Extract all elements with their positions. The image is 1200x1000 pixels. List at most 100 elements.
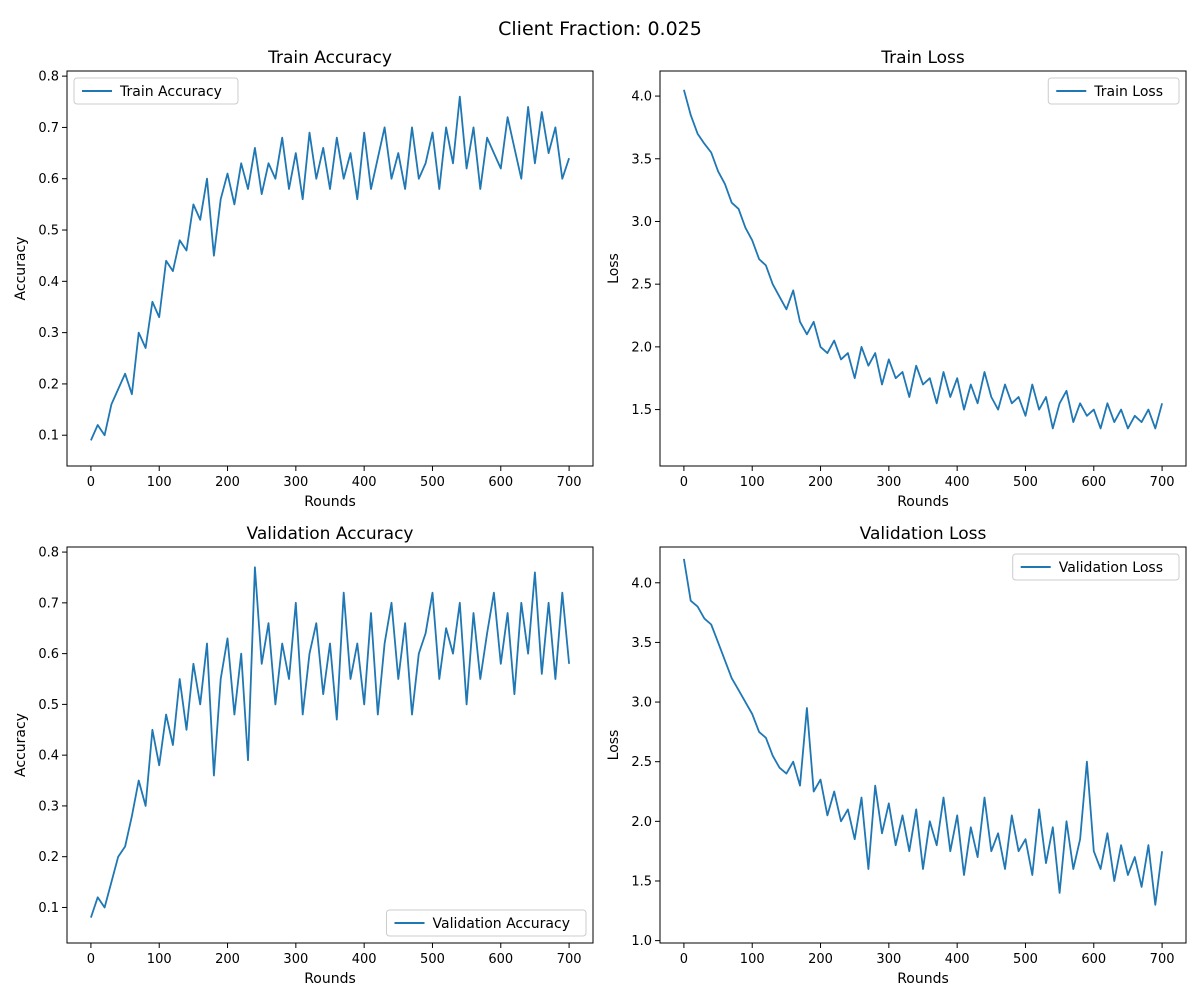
y-tick-label: 0.6	[38, 647, 59, 662]
y-axis-label: Accuracy	[13, 237, 29, 301]
y-tick-label: 0.6	[38, 172, 59, 187]
x-tick-label: 0	[680, 952, 688, 967]
legend: Validation Loss	[1012, 553, 1180, 581]
x-tick-label: 0	[87, 952, 95, 967]
x-tick-label: 400	[352, 475, 377, 490]
x-tick-label: 500	[420, 475, 445, 490]
series-line	[683, 558, 1163, 906]
plot-area: 0 100 200 300 400 500 600 700 1.5 2.0 2.5 3.0 3.5 4.0	[631, 70, 1187, 490]
series-line	[683, 89, 1163, 430]
x-tick-label: 0	[680, 475, 688, 490]
x-tick-label: 500	[420, 952, 445, 967]
x-tick-label: 0	[87, 475, 95, 490]
y-tick-label: 3.5	[631, 636, 652, 651]
y-tick-label: 0.7	[38, 121, 59, 136]
series-line	[90, 566, 570, 918]
y-axis-label: Loss	[606, 730, 622, 761]
y-tick-label: 0.4	[38, 749, 59, 764]
x-tick-label: 400	[945, 952, 970, 967]
y-tick-label: 0.8	[38, 70, 59, 85]
legend-label: Train Loss	[1093, 84, 1163, 100]
x-tick-label: 100	[740, 475, 765, 490]
x-axis-label: Rounds	[304, 494, 356, 510]
axes-frame	[66, 546, 594, 944]
axes-frame	[659, 546, 1187, 944]
y-axis-label: Loss	[606, 253, 622, 284]
panel-title: Validation Loss	[860, 524, 987, 544]
x-tick-label: 200	[215, 952, 240, 967]
legend-box	[1047, 77, 1180, 105]
x-axis-label: Rounds	[897, 971, 949, 987]
panel-title: Train Accuracy	[267, 48, 392, 68]
x-tick-label: 700	[1150, 475, 1175, 490]
y-tick-label: 2.0	[631, 340, 652, 355]
y-tick-label: 2.5	[631, 755, 652, 770]
x-axis-label: Rounds	[304, 971, 356, 987]
x-tick-label: 300	[283, 475, 308, 490]
y-tick-label: 0.5	[38, 698, 59, 713]
legend: Train Accuracy	[73, 77, 239, 105]
plot-area: 0 100 200 300 400 500 600 700 0.1 0.2 0.3 0.4 0.5 0.6…	[38, 546, 594, 967]
x-tick-label: 100	[147, 952, 172, 967]
y-tick-label: 1.0	[631, 934, 652, 949]
panel-title: Train Loss	[880, 48, 965, 68]
legend-box	[1012, 553, 1180, 581]
y-tick-label: 0.1	[38, 901, 59, 916]
axes-frame	[66, 70, 594, 467]
x-tick-label: 100	[740, 952, 765, 967]
y-tick-label: 0.1	[38, 429, 59, 444]
legend-label: Train Accuracy	[119, 84, 222, 100]
plot-area: 0 100 200 300 400 500 600 700 0.1 0.2 0.3 0.4 0.5 0.6…	[38, 70, 594, 490]
x-tick-label: 400	[945, 475, 970, 490]
y-tick-label: 2.5	[631, 278, 652, 293]
y-tick-label: 0.2	[38, 377, 59, 392]
figure-suptitle: Client Fraction: 0.025	[498, 18, 702, 40]
panel-validation-accuracy: Validation Accuracy 0 100 200 300 400 500 600 7…	[13, 524, 594, 987]
y-tick-label: 0.2	[38, 850, 59, 865]
y-tick-label: 3.0	[631, 215, 652, 230]
x-tick-label: 500	[1013, 475, 1038, 490]
y-tick-label: 4.0	[631, 576, 652, 591]
x-tick-label: 300	[876, 475, 901, 490]
legend-box	[386, 909, 587, 937]
panel-validation-loss: Validation Loss 0 100 200 300 400 500 600 700 1.…	[606, 524, 1187, 987]
y-tick-label: 1.5	[631, 403, 652, 418]
x-tick-label: 600	[488, 475, 513, 490]
legend-label: Validation Loss	[1059, 560, 1163, 576]
y-axis-label: Accuracy	[13, 713, 29, 777]
x-tick-label: 300	[876, 952, 901, 967]
x-tick-label: 200	[808, 475, 833, 490]
y-tick-label: 3.5	[631, 152, 652, 167]
y-tick-label: 3.0	[631, 696, 652, 711]
x-tick-label: 200	[215, 475, 240, 490]
y-tick-label: 0.3	[38, 326, 59, 341]
series-line	[90, 95, 570, 441]
legend-box	[73, 77, 239, 105]
legend-label: Validation Accuracy	[433, 916, 571, 932]
plot-area: 0 100 200 300 400 500 600 700 1.0 1.5 2.0 2.5 3.0 3.5…	[631, 546, 1187, 967]
x-tick-label: 200	[808, 952, 833, 967]
x-tick-label: 500	[1013, 952, 1038, 967]
legend: Validation Accuracy	[386, 909, 587, 937]
y-tick-label: 0.4	[38, 275, 59, 290]
legend: Train Loss	[1047, 77, 1180, 105]
x-tick-label: 400	[352, 952, 377, 967]
y-tick-label: 0.8	[38, 546, 59, 561]
x-tick-label: 700	[1150, 952, 1175, 967]
y-tick-label: 0.7	[38, 596, 59, 611]
y-tick-label: 1.5	[631, 874, 652, 889]
x-tick-label: 600	[488, 952, 513, 967]
y-tick-label: 4.0	[631, 90, 652, 105]
axes-frame	[659, 70, 1187, 467]
panel-train-accuracy: Train Accuracy 0 100 200 300 400 500 600 700 0.1…	[13, 48, 594, 510]
x-tick-label: 600	[1081, 475, 1106, 490]
x-axis-label: Rounds	[897, 494, 949, 510]
panel-train-loss: Train Loss 0 100 200 300 400 500 600 700 1.5 2.0 2…	[606, 48, 1187, 510]
y-tick-label: 2.0	[631, 815, 652, 830]
y-tick-label: 0.5	[38, 224, 59, 239]
y-tick-label: 0.3	[38, 799, 59, 814]
panel-title: Validation Accuracy	[247, 524, 414, 544]
x-tick-label: 300	[283, 952, 308, 967]
